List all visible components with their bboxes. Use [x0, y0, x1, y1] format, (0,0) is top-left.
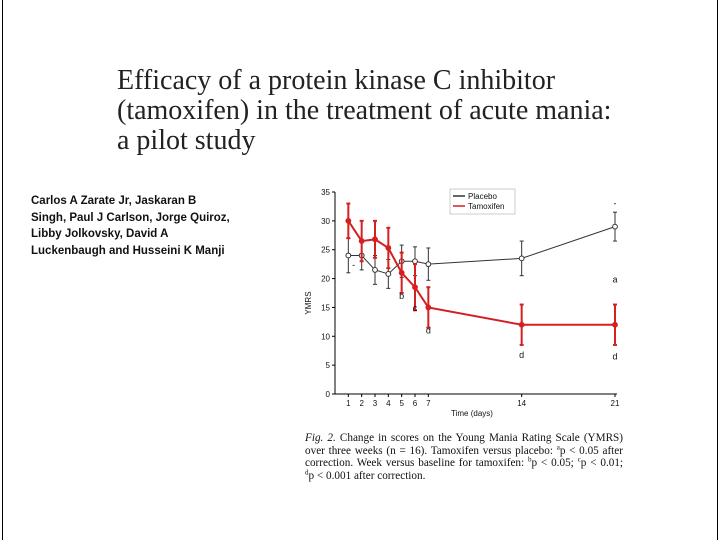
author-list: Carlos A Zarate Jr, Jaskaran B Singh, Pa… [31, 193, 271, 259]
legend-placebo-label: Placebo [468, 192, 497, 201]
tamoxifen-series [345, 202, 618, 346]
paper-title: Efficacy of a protein kinase C inhibitor… [117, 66, 697, 156]
caption-sup-b: b [527, 455, 532, 464]
y-tick-label: 35 [321, 188, 330, 197]
slide-left-border [2, 0, 3, 540]
x-tick-label: 14 [517, 399, 526, 408]
legend-tamoxifen-label: Tamoxifen [468, 202, 504, 211]
caption-sig-c: p < 0.01; [580, 457, 624, 470]
tamoxifen-point [412, 284, 418, 291]
significance-marker: d [426, 325, 431, 335]
placebo-point [425, 261, 432, 268]
tamoxifen-point [358, 238, 365, 244]
tamoxifen-point [425, 304, 432, 311]
title-line-1: Efficacy of a protein kinase C inhibitor [117, 65, 556, 96]
y-axis-label: YMRS [304, 291, 313, 314]
significance-marker: - [352, 260, 355, 270]
placebo-point [385, 271, 392, 277]
tamoxifen-point [372, 236, 378, 243]
tamoxifen-point [345, 217, 352, 224]
caption-sig-d: p < 0.001 after correction. [308, 469, 426, 482]
significance-marker: d [519, 350, 524, 360]
caption-sup-a: a [556, 442, 560, 451]
caption-fig-label: Fig. 2. [305, 432, 336, 444]
tamoxifen-point [385, 245, 392, 251]
placebo-point [412, 258, 418, 265]
x-tick-label: 1 [346, 399, 351, 408]
caption-sup-c: c [577, 455, 581, 464]
author-line-3: Libby Jolkovsky, David A [31, 228, 169, 240]
placebo-point [612, 223, 618, 230]
y-tick-label: 0 [326, 390, 331, 399]
caption-sig-b: p < 0.05; [531, 457, 574, 470]
significance-marker: b [399, 291, 404, 301]
legend-box [449, 188, 516, 215]
tamoxifen-point [518, 321, 525, 328]
tamoxifen-point [398, 269, 405, 276]
x-tick-label: 4 [386, 399, 391, 408]
author-line-2: Singh, Paul J Carlson, Jorge Quiroz, [31, 211, 230, 224]
significance-marker: a [612, 275, 617, 285]
figure-caption: Fig. 2. Change in scores on the Young Ma… [305, 432, 623, 482]
slide-right-border [717, 0, 718, 540]
x-tick-label: 7 [426, 399, 431, 408]
x-tick-label: 2 [359, 399, 364, 408]
x-tick-label: 21 [611, 399, 620, 408]
title-line-2: (tamoxifen) in the treatment of acute ma… [117, 95, 612, 126]
title-line-3: a pilot study [117, 125, 256, 156]
tamoxifen-point [612, 321, 618, 328]
author-line-4: Luckenbaugh and Husseini K Manji [31, 244, 225, 257]
y-tick-label: 10 [321, 332, 330, 341]
caption-sup-d: d [305, 468, 309, 477]
caption-sig-a: p < 0.05 after correction. Week versus b… [305, 444, 623, 470]
significance-marker: c [413, 303, 418, 313]
placebo-point [345, 252, 352, 259]
significance-marker: - [614, 198, 617, 208]
author-line-1: Carlos A Zarate Jr, Jaskaran B [31, 195, 197, 207]
significance-marker: d [612, 351, 617, 361]
placebo-point [372, 267, 378, 273]
x-tick-label: 5 [399, 399, 404, 408]
x-tick-label: 3 [373, 399, 378, 408]
y-tick-label: 15 [321, 303, 330, 312]
x-tick-label: 6 [413, 399, 418, 408]
y-tick-label: 20 [321, 275, 330, 284]
placebo-point [518, 255, 525, 262]
significance-annotations: - bc d d d a - [352, 198, 617, 361]
y-tick-label: 30 [321, 217, 330, 226]
y-tick-label: 25 [321, 246, 330, 255]
y-tick-label: 5 [326, 361, 331, 370]
x-axis-label: Time (days) [451, 409, 493, 418]
caption-sentence: Change in scores on the Young Mania Rati… [305, 432, 623, 457]
